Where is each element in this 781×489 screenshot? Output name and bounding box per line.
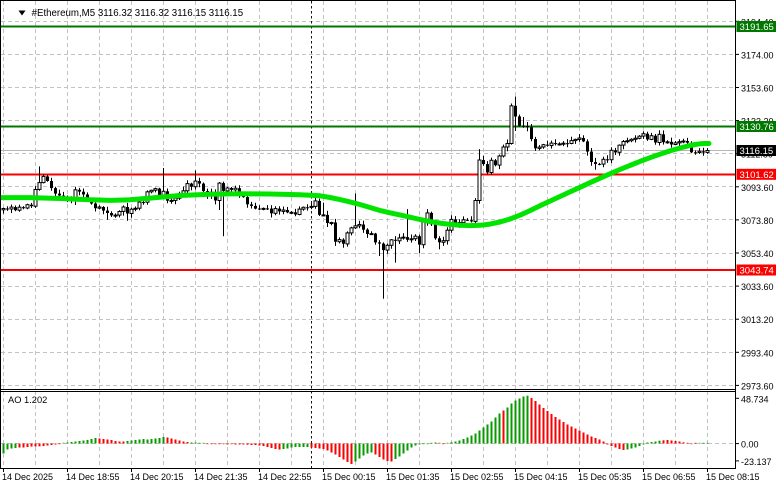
svg-text:AO 1.202: AO 1.202	[8, 395, 47, 405]
svg-text:3130.76: 3130.76	[740, 122, 774, 133]
svg-text:15 Dec 04:15: 15 Dec 04:15	[514, 472, 568, 482]
svg-text:14 Dec 2025: 14 Dec 2025	[2, 472, 53, 482]
svg-text:3101.62: 3101.62	[740, 170, 774, 181]
svg-text:15 Dec 00:15: 15 Dec 00:15	[322, 472, 376, 482]
svg-text:15 Dec 01:35: 15 Dec 01:35	[386, 472, 440, 482]
svg-text:15 Dec 05:35: 15 Dec 05:35	[578, 472, 632, 482]
svg-text:15 Dec 08:15: 15 Dec 08:15	[706, 472, 760, 482]
svg-text:15 Dec 06:55: 15 Dec 06:55	[642, 472, 696, 482]
svg-text:14 Dec 18:55: 14 Dec 18:55	[66, 472, 120, 482]
svg-text:#Ethereum,M5 3116.32 3116.32: #Ethereum,M5 3116.32 3116.32 3116.15 311…	[32, 8, 244, 19]
svg-text:3053.40: 3053.40	[741, 249, 774, 259]
svg-text:3093.60: 3093.60	[741, 183, 774, 193]
svg-text:48.734: 48.734	[741, 394, 769, 404]
svg-text:14 Dec 21:35: 14 Dec 21:35	[194, 472, 248, 482]
svg-text:3013.20: 3013.20	[741, 315, 774, 325]
svg-text:14 Dec 20:15: 14 Dec 20:15	[130, 472, 184, 482]
svg-text:3116.15: 3116.15	[740, 146, 774, 157]
svg-text:15 Dec 02:55: 15 Dec 02:55	[450, 472, 504, 482]
svg-text:-23.137: -23.137	[741, 457, 772, 467]
svg-text:3191.65: 3191.65	[740, 22, 774, 33]
svg-text:3073.80: 3073.80	[741, 216, 774, 226]
svg-text:3174.00: 3174.00	[741, 50, 774, 60]
svg-text:3043.74: 3043.74	[740, 266, 774, 277]
svg-text:2973.60: 2973.60	[741, 381, 774, 391]
svg-text:2993.40: 2993.40	[741, 348, 774, 358]
svg-text:14 Dec 22:55: 14 Dec 22:55	[258, 472, 312, 482]
svg-text:3033.60: 3033.60	[741, 282, 774, 292]
svg-text:3153.60: 3153.60	[741, 84, 774, 94]
svg-text:0.00: 0.00	[741, 440, 759, 450]
